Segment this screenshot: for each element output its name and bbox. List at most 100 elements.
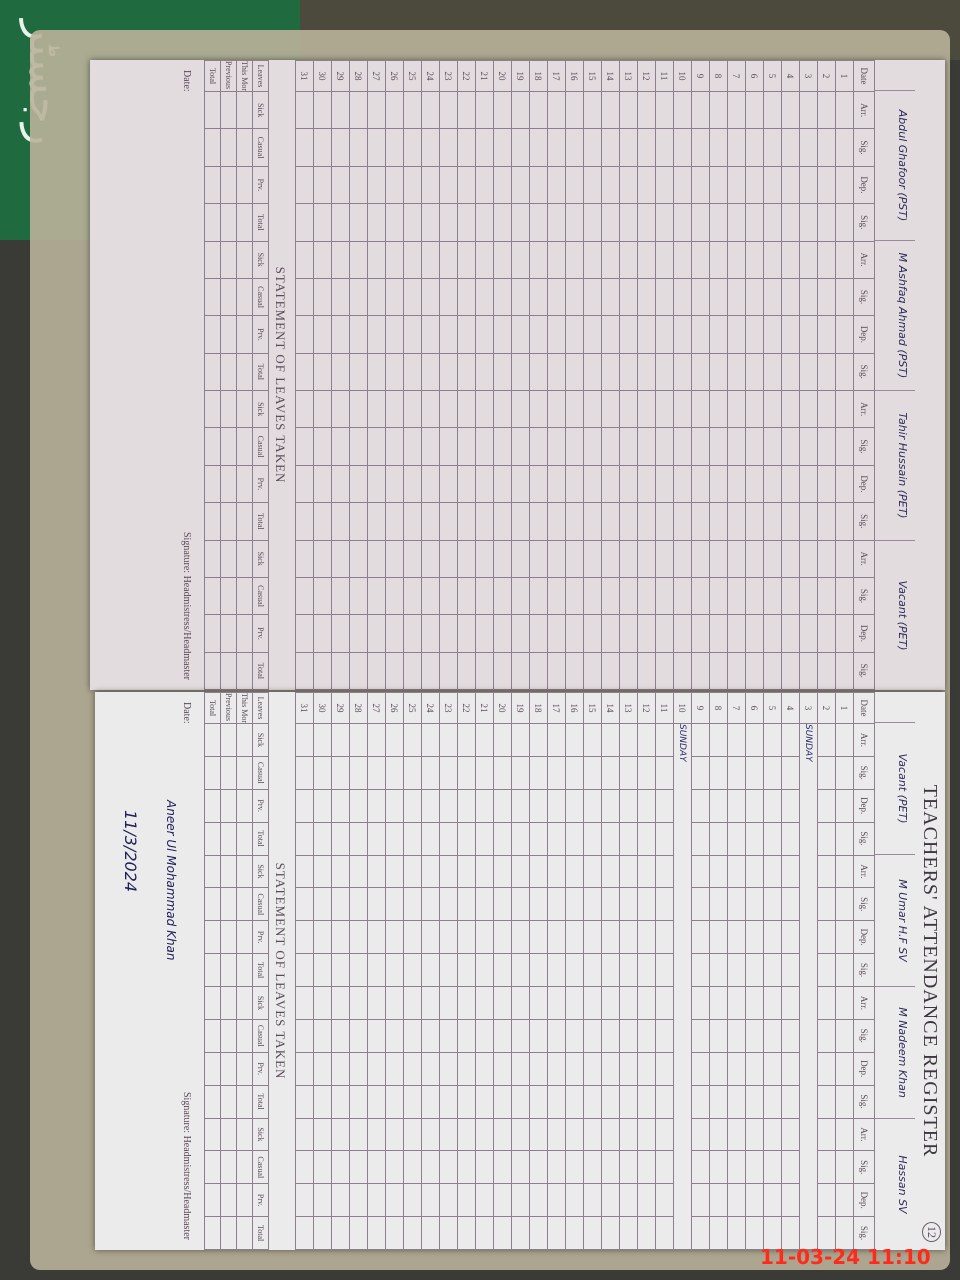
cell xyxy=(220,540,237,578)
cell xyxy=(204,166,221,204)
cell xyxy=(691,986,710,1020)
table-row: 29 xyxy=(331,60,350,690)
cell xyxy=(727,166,746,204)
cell xyxy=(439,278,458,316)
cell xyxy=(475,241,494,279)
cell xyxy=(385,614,404,653)
cell xyxy=(529,1085,548,1118)
table-row: 23 xyxy=(439,60,458,690)
cell xyxy=(547,1150,566,1184)
date-cell: 22 xyxy=(457,692,476,724)
date-cell: 12 xyxy=(637,692,656,724)
cell xyxy=(313,1118,332,1151)
cell xyxy=(367,789,386,823)
cell xyxy=(421,1118,440,1151)
cell xyxy=(835,986,854,1020)
cell xyxy=(529,756,548,790)
column-header: Sig. xyxy=(853,652,875,690)
cell xyxy=(511,1052,530,1086)
cell xyxy=(583,353,602,391)
cell xyxy=(385,427,404,466)
cell xyxy=(475,1216,494,1250)
cell xyxy=(709,278,728,316)
cell xyxy=(295,465,314,503)
date-cell: 9 xyxy=(691,60,710,92)
cell xyxy=(727,128,746,167)
cell xyxy=(204,278,221,316)
cell xyxy=(727,756,746,790)
cell xyxy=(220,986,237,1020)
cell xyxy=(511,920,530,954)
table-row: 3 xyxy=(799,60,818,690)
cell xyxy=(529,166,548,204)
cell xyxy=(421,315,440,354)
cell xyxy=(236,577,253,615)
cell xyxy=(475,465,494,503)
cell xyxy=(655,953,674,987)
cell xyxy=(403,91,422,129)
cell xyxy=(511,723,530,757)
date-cell: 15 xyxy=(583,60,602,92)
teacher-name: Vacant (PET) xyxy=(875,540,915,690)
cell xyxy=(763,614,782,653)
cell xyxy=(781,789,800,823)
leaves-column-header: Total xyxy=(252,353,269,391)
table-row: 17 xyxy=(547,60,566,690)
cell xyxy=(493,723,512,757)
cell xyxy=(457,128,476,167)
cell xyxy=(475,652,494,690)
cell xyxy=(493,465,512,503)
cell xyxy=(313,986,332,1020)
cell xyxy=(565,577,584,615)
cell xyxy=(583,855,602,888)
cell xyxy=(547,822,566,855)
date-cell: 25 xyxy=(403,692,422,724)
cell xyxy=(583,1183,602,1217)
cell xyxy=(457,353,476,391)
cell xyxy=(727,887,746,921)
cell xyxy=(619,1216,638,1250)
date-cell: 17 xyxy=(547,60,566,92)
cell xyxy=(709,91,728,129)
table-row: 28 xyxy=(349,692,368,1250)
cell xyxy=(835,887,854,921)
cell xyxy=(475,887,494,921)
cell xyxy=(331,1052,350,1086)
cell xyxy=(204,986,221,1020)
cell xyxy=(529,986,548,1020)
cell xyxy=(745,920,764,954)
cell xyxy=(313,789,332,823)
teacher-name: Hassan SV xyxy=(875,1118,915,1250)
cell xyxy=(367,166,386,204)
cell xyxy=(565,1019,584,1053)
cell xyxy=(817,203,836,241)
cell xyxy=(637,465,656,503)
table-row: 12 xyxy=(637,60,656,690)
cell xyxy=(439,577,458,615)
cell xyxy=(295,986,314,1020)
cell xyxy=(313,887,332,921)
cell xyxy=(236,241,253,279)
cell xyxy=(691,1216,710,1250)
cell xyxy=(220,1183,237,1217)
cell xyxy=(367,577,386,615)
cell xyxy=(457,502,476,540)
cell xyxy=(236,1019,253,1053)
cell xyxy=(313,91,332,129)
cell xyxy=(565,315,584,354)
date-cell: 3 xyxy=(799,60,818,92)
teacher-name: Vacant (PET) xyxy=(875,722,915,854)
cell xyxy=(367,887,386,921)
cell xyxy=(529,241,548,279)
cell xyxy=(817,353,836,391)
cell xyxy=(745,353,764,391)
cell xyxy=(583,502,602,540)
table-row: 24 xyxy=(421,60,440,690)
cell xyxy=(385,1183,404,1217)
leaves-column-header: Total xyxy=(252,822,269,855)
cell xyxy=(601,1085,620,1118)
cell xyxy=(204,920,221,954)
cell xyxy=(493,1150,512,1184)
leaves-row-label: This Month xyxy=(236,692,253,724)
cell xyxy=(601,986,620,1020)
